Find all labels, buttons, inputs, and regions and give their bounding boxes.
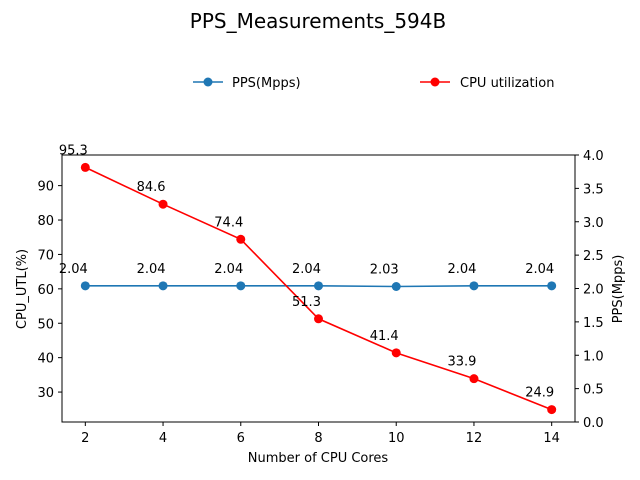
right-y-tick-label: 0.0 (583, 416, 604, 431)
x-tick-label: 12 (466, 431, 483, 446)
cpu-utilization-data-point (314, 314, 323, 324)
x-tick-label: 6 (237, 431, 245, 446)
right-y-tick-label: 1.0 (583, 349, 604, 364)
x-tick-label: 10 (388, 431, 405, 446)
right-y-tick-label: 3.0 (583, 216, 604, 231)
legend-cpu-utilization-label: CPU utilization (460, 76, 554, 91)
cpu-utilization-data-point (547, 405, 557, 415)
x-axis-label: Number of CPU Cores (248, 451, 389, 466)
right-y-tick-label: 4.0 (583, 149, 604, 164)
pps-data-point (469, 281, 479, 291)
legend-cpu-utilization-marker (430, 77, 440, 87)
pps-data-point (158, 281, 168, 291)
pps-data-point (80, 281, 90, 291)
pps-data-point (314, 281, 323, 291)
left-y-tick-label: 70 (37, 248, 54, 263)
cpu-utilization-data-point (469, 374, 479, 384)
left-y-tick-label: 80 (37, 214, 54, 229)
legend-pps-marker (203, 77, 213, 87)
plot-area: 2 4 6 8 10 12 14 30 40 50 60 70 80 90 0.0 0.5 1.0 1.5 2.0 2… (37, 143, 603, 446)
legend-pps-label: PPS(Mpps) (232, 76, 301, 91)
pps-data-point (391, 281, 401, 291)
left-y-axis-label: CPU_UTL(%) (15, 249, 30, 329)
x-tick-label: 8 (314, 431, 322, 446)
cpu-utilization-data-point (80, 162, 90, 172)
left-y-tick-label: 30 (37, 386, 54, 401)
left-y-tick-label: 40 (37, 352, 54, 367)
left-y-tick-label: 60 (37, 283, 54, 298)
cpu-utilization-data-label: 41.4 (370, 329, 399, 344)
pps-data-point (547, 281, 557, 291)
cpu-utilization-data-point (236, 234, 246, 244)
left-y-tick-label: 90 (37, 180, 54, 195)
x-tick-label: 2 (81, 431, 89, 446)
pps-data-label: 2.04 (292, 262, 321, 277)
chart-title: PPS_Measurements_594B (190, 9, 446, 33)
left-y-tick-label: 50 (37, 317, 54, 332)
cpu-utilization-data-label: 84.6 (137, 180, 166, 195)
pps-data-point (236, 281, 246, 291)
pps-data-label: 2.04 (137, 262, 166, 277)
pps-data-label: 2.03 (370, 262, 399, 277)
cpu-utilization-data-label: 95.3 (59, 143, 88, 158)
cpu-utilization-data-label: 74.4 (214, 215, 243, 230)
pps-data-label: 2.04 (214, 262, 243, 277)
x-tick-label: 4 (159, 431, 167, 446)
right-y-tick-label: 2.0 (583, 283, 604, 298)
legend: PPS(Mpps) CPU utilization (193, 76, 554, 91)
right-y-tick-label: 2.5 (583, 249, 604, 264)
pps-data-label: 2.04 (59, 262, 88, 277)
right-y-tick-label: 0.5 (583, 383, 604, 398)
cpu-utilization-data-label: 33.9 (447, 355, 476, 370)
pps-data-label: 2.04 (525, 262, 554, 277)
cpu-utilization-data-point (391, 348, 401, 358)
cpu-utilization-data-point (158, 199, 168, 209)
cpu-utilization-data-label: 51.3 (292, 295, 321, 310)
right-y-axis-label: PPS(Mpps) (611, 255, 626, 324)
right-y-tick-label: 1.5 (583, 316, 604, 331)
cpu-utilization-data-label: 24.9 (525, 386, 554, 401)
x-tick-label: 14 (543, 431, 560, 446)
right-y-tick-label: 3.5 (583, 182, 604, 197)
pps-data-label: 2.04 (447, 262, 476, 277)
